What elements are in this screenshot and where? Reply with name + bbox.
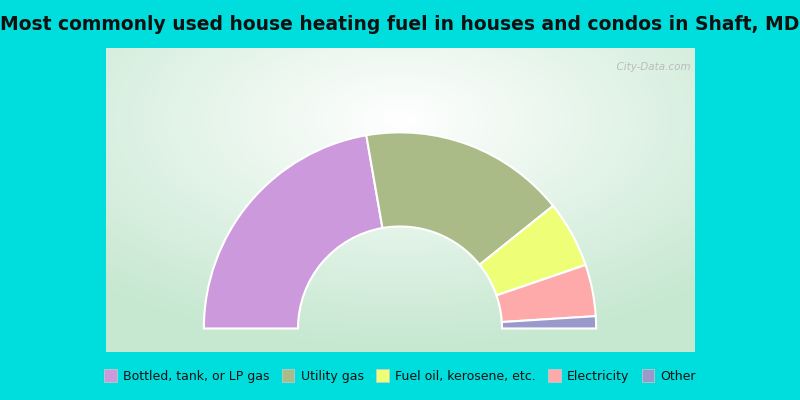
- Wedge shape: [502, 316, 596, 328]
- Legend: Bottled, tank, or LP gas, Utility gas, Fuel oil, kerosene, etc., Electricity, Ot: Bottled, tank, or LP gas, Utility gas, F…: [99, 364, 701, 388]
- Text: City-Data.com: City-Data.com: [610, 62, 690, 72]
- Wedge shape: [204, 135, 382, 328]
- Wedge shape: [479, 206, 586, 296]
- Text: Most commonly used house heating fuel in houses and condos in Shaft, MD: Most commonly used house heating fuel in…: [0, 14, 800, 34]
- Wedge shape: [366, 132, 553, 265]
- Wedge shape: [497, 265, 596, 322]
